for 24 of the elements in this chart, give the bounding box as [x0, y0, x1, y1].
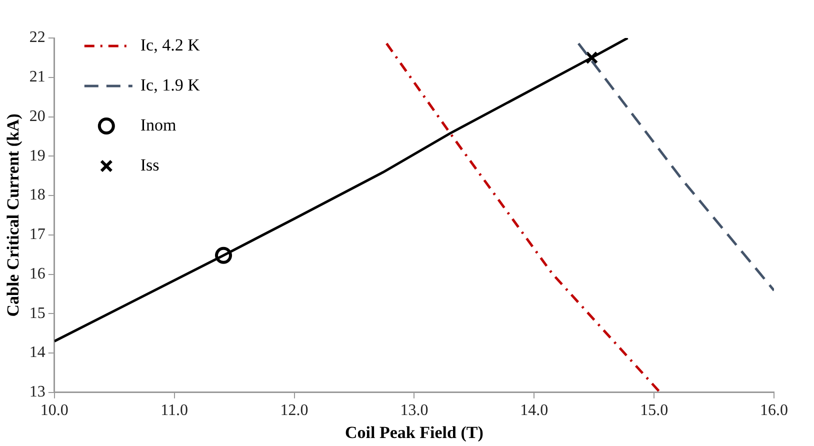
x-tick-label: 16.0	[760, 402, 788, 420]
x-tick-label: 11.0	[160, 402, 188, 420]
y-tick-label: 18	[29, 186, 46, 204]
legend-label: Inom	[140, 115, 176, 134]
y-tick-label: 15	[29, 304, 46, 322]
y-axis-title: Cable Critical Current (kA)	[4, 114, 23, 317]
y-tick-label: 13	[29, 384, 46, 401]
y-tick-label: 20	[29, 108, 46, 125]
y-tick-label: 22	[29, 29, 46, 46]
y-tick-label: 14	[29, 344, 46, 362]
y-tick-label: 17	[29, 226, 46, 244]
legend-label: Ic, 1.9 K	[140, 75, 201, 94]
x-axis-title: Coil Peak Field (T)	[345, 423, 484, 442]
x-tick-label: 10.0	[40, 402, 68, 420]
y-tick-label: 21	[29, 68, 46, 86]
legend-label: Ic, 4.2 K	[140, 35, 201, 54]
y-tick-label: 16	[29, 265, 46, 282]
x-tick-label: 13.0	[400, 402, 428, 420]
x-tick-label: 14.0	[520, 402, 548, 420]
x-tick-label: 15.0	[640, 402, 668, 420]
line-series	[385, 42, 662, 392]
legend-label: Iss	[140, 155, 160, 174]
x-tick-label: 12.0	[280, 402, 308, 420]
y-tick-label: 19	[29, 147, 46, 164]
